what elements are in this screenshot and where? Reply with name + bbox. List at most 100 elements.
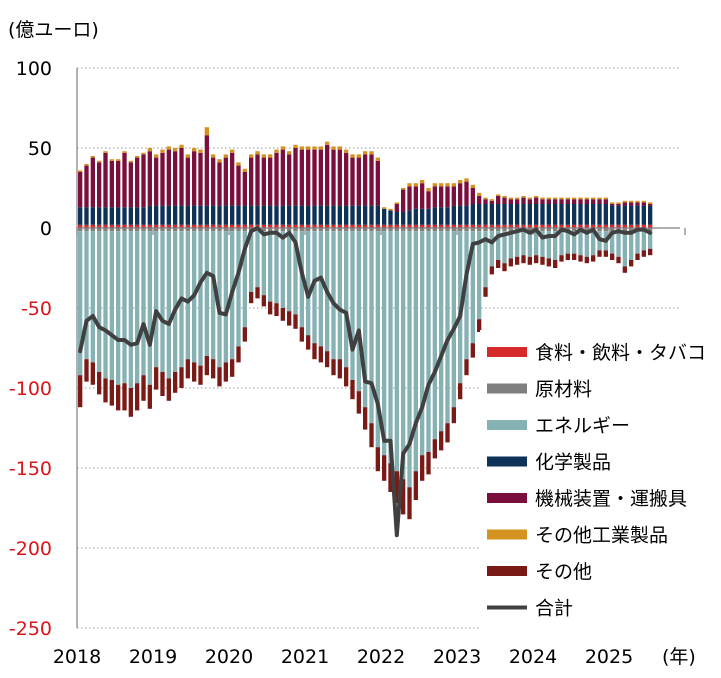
bar-machinery xyxy=(223,157,228,206)
bar-manufactured xyxy=(521,196,526,198)
legend-swatch-manufactured xyxy=(487,529,527,540)
x-tick-label: 2019 xyxy=(129,646,177,668)
bar-machinery xyxy=(489,200,494,204)
bar-chemical xyxy=(565,204,570,225)
y-tick-label: -50 xyxy=(21,298,52,320)
legend-swatch-raw xyxy=(487,383,527,394)
bar-manufactured xyxy=(407,183,412,187)
legend-label-energy: エネルギー xyxy=(535,415,630,437)
bar-raw xyxy=(325,228,330,232)
bar-other xyxy=(255,287,260,299)
bar-raw xyxy=(122,228,127,232)
bar-other xyxy=(420,455,425,481)
bar-chemical xyxy=(109,207,114,225)
bar-raw xyxy=(198,228,203,232)
bar-food xyxy=(230,224,235,228)
bar-energy xyxy=(109,231,114,380)
bar-raw xyxy=(369,228,374,232)
bar-food xyxy=(458,224,463,228)
bar-energy xyxy=(470,231,475,344)
bar-manufactured xyxy=(546,197,551,200)
x-tick-label: 2021 xyxy=(281,646,329,668)
bar-energy xyxy=(261,231,266,296)
bar-energy xyxy=(344,231,349,368)
bar-other xyxy=(508,258,513,267)
bar-chemical xyxy=(331,205,336,225)
bar-chemical xyxy=(141,207,146,225)
bar-machinery xyxy=(331,149,336,206)
bar-energy xyxy=(211,231,216,360)
bar-food xyxy=(236,224,241,228)
bar-raw xyxy=(217,228,222,232)
bar-machinery xyxy=(420,183,425,209)
bar-machinery xyxy=(97,162,102,208)
bar-manufactured xyxy=(274,149,279,153)
bar-food xyxy=(508,224,513,228)
bar-raw xyxy=(572,228,577,232)
bar-chemical xyxy=(293,205,298,225)
bar-food xyxy=(521,224,526,228)
bar-energy xyxy=(477,231,482,320)
bar-other xyxy=(109,380,114,406)
bar-food xyxy=(249,224,254,228)
bar-other xyxy=(217,367,222,387)
bar-machinery xyxy=(90,157,95,208)
bar-chemical xyxy=(470,204,475,225)
bar-chemical xyxy=(622,205,627,225)
x-axis-unit-label: (年) xyxy=(662,646,696,668)
bar-chemical xyxy=(84,207,89,225)
bar-energy xyxy=(540,231,545,257)
bar-chemical xyxy=(255,205,260,225)
bar-other xyxy=(521,255,526,264)
bar-food xyxy=(268,224,273,228)
bar-machinery xyxy=(255,154,260,206)
bar-other xyxy=(578,255,583,262)
bar-raw xyxy=(375,228,380,232)
y-tick-label: -150 xyxy=(9,458,52,480)
bar-food xyxy=(135,224,140,228)
bar-other xyxy=(242,327,247,342)
bar-manufactured xyxy=(337,146,342,150)
bar-manufactured xyxy=(515,197,520,200)
bar-manufactured xyxy=(464,178,469,182)
bar-food xyxy=(318,224,323,228)
bar-machinery xyxy=(293,148,298,206)
bar-other xyxy=(648,248,653,256)
bar-chemical xyxy=(312,205,317,225)
bar-chemical xyxy=(515,204,520,225)
bar-energy xyxy=(242,231,247,328)
bar-chemical xyxy=(451,205,456,225)
bar-energy xyxy=(287,231,292,312)
bar-food xyxy=(641,224,646,228)
bar-chemical xyxy=(540,204,545,225)
bar-other xyxy=(84,359,89,382)
bar-chemical xyxy=(432,207,437,225)
bar-machinery xyxy=(622,202,627,206)
bar-machinery xyxy=(344,152,349,206)
bar-other xyxy=(407,487,412,520)
bar-other xyxy=(401,479,406,515)
bar-energy xyxy=(635,231,640,254)
bar-chemical xyxy=(211,205,216,225)
bar-machinery xyxy=(401,189,406,212)
bar-other xyxy=(603,250,608,257)
bar-machinery xyxy=(211,157,216,206)
bar-machinery xyxy=(451,186,456,206)
bar-other xyxy=(147,384,152,409)
bar-manufactured xyxy=(249,154,254,158)
bar-food xyxy=(591,224,596,228)
bar-chemical xyxy=(363,205,368,225)
bar-energy xyxy=(306,231,311,336)
bar-food xyxy=(223,224,228,228)
bar-machinery xyxy=(217,162,222,206)
bar-chemical xyxy=(173,205,178,225)
bar-manufactured xyxy=(236,162,241,166)
bar-machinery xyxy=(610,204,615,206)
bar-machinery xyxy=(128,162,133,208)
bar-chemical xyxy=(230,205,235,225)
bar-manufactured xyxy=(90,156,95,158)
bar-manufactured xyxy=(356,154,361,158)
bar-raw xyxy=(420,228,425,232)
legend-swatch-machinery xyxy=(487,493,527,503)
